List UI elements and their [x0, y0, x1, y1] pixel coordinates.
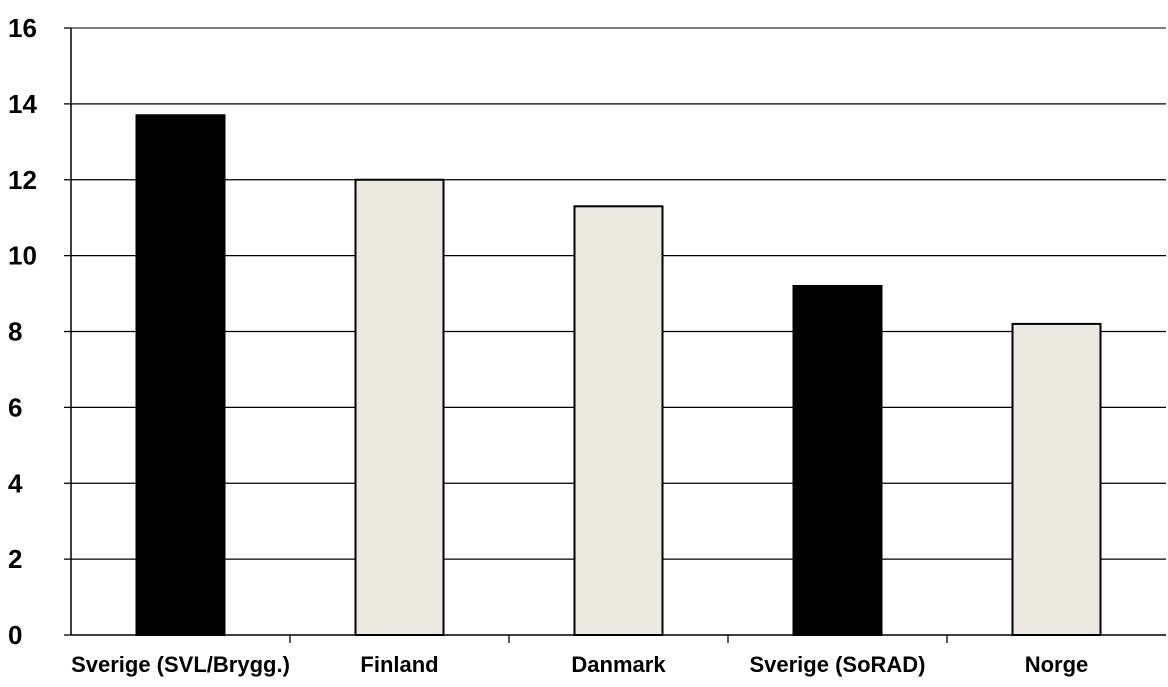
bar: [1011, 322, 1102, 636]
x-category-label: Danmark: [571, 652, 666, 677]
bar: [573, 205, 664, 636]
y-tick-label: 14: [8, 89, 37, 119]
y-tick-labels: 0 2 4 6 8 10 12 14 16: [8, 13, 37, 650]
bar: [135, 114, 226, 637]
y-tick-label: 12: [8, 165, 37, 195]
bar: [792, 284, 883, 636]
y-tick-label: 6: [8, 392, 22, 422]
bar: [354, 178, 445, 636]
y-tick-label: 8: [8, 317, 22, 347]
bars: [135, 114, 1102, 637]
x-category-label: Finland: [360, 652, 438, 677]
x-category-label: Sverige (SVL/Brygg.): [71, 652, 290, 677]
y-tick-label: 0: [8, 620, 22, 650]
x-category-labels: Sverige (SVL/Brygg.) Finland Danmark Sverig…: [71, 652, 1088, 677]
y-tick-label: 4: [8, 468, 23, 498]
x-category-label: Norge: [1025, 652, 1089, 677]
y-tick-label: 16: [8, 13, 37, 43]
x-category-label: Sverige (SoRAD): [749, 652, 925, 677]
y-tick-label: 10: [8, 241, 37, 271]
y-tick-label: 2: [8, 544, 22, 574]
